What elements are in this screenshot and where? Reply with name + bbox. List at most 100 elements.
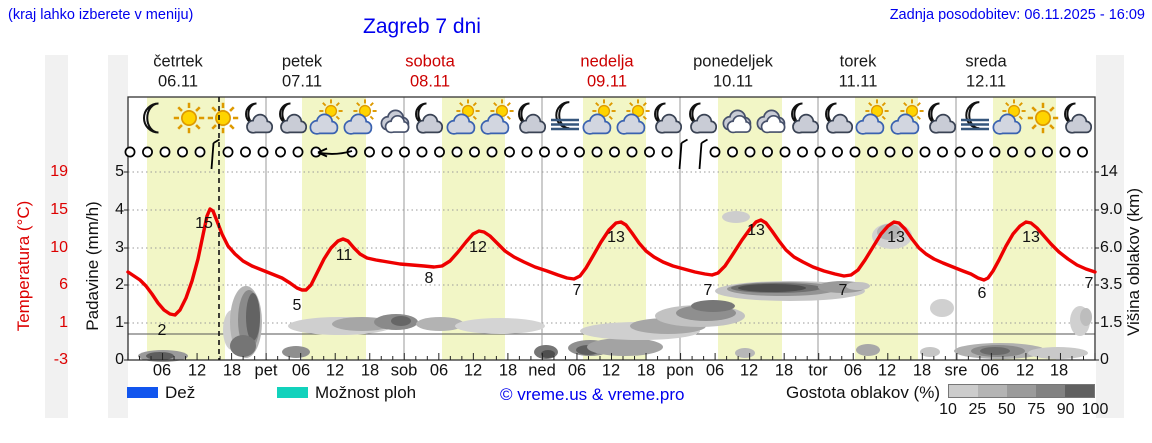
sun-icon	[173, 102, 205, 134]
wind-calm-circle	[867, 146, 878, 158]
moon-cloud-icon	[518, 102, 547, 134]
chart-shape	[215, 110, 231, 126]
wind-calm-circle	[257, 146, 269, 158]
chart-shape	[495, 104, 509, 118]
cloud-height-tick-label: 0	[1100, 351, 1109, 368]
cloud-height-tick-label: 1.5	[1100, 314, 1123, 331]
day-header-name: četrtek	[153, 52, 203, 71]
day-header-name: petek	[281, 52, 323, 71]
moon-cloud-icon	[791, 102, 820, 134]
wind-arrow-icon	[317, 147, 353, 158]
day-header-date: 12.11	[965, 72, 1007, 91]
wind-calm-circle	[661, 146, 673, 158]
day-header-name: sobota	[405, 52, 455, 71]
chart-shape	[857, 124, 883, 133]
chart-shape	[472, 102, 477, 107]
wind-calm-circle	[849, 146, 861, 158]
cloud-density-blob	[587, 338, 663, 356]
cloud-glyph	[655, 113, 683, 134]
chart-shape	[794, 124, 818, 132]
temperature-curve	[126, 207, 1097, 317]
x-tick-label: 12	[739, 361, 759, 380]
wind-calm-circle	[591, 146, 603, 158]
wind-calm-circle	[159, 146, 171, 158]
wind-barb-icon	[698, 138, 708, 170]
temp-tick-label: 15	[50, 201, 68, 218]
x-tick-label: 06	[843, 361, 863, 380]
chart-shape	[1049, 106, 1055, 112]
day-header-date: 09.11	[586, 72, 628, 91]
wind-calm-circle	[240, 146, 251, 158]
temperature-value-label: 7	[572, 282, 582, 299]
cloud-glyph	[246, 113, 274, 134]
cloud-density-scale-label: 75	[1027, 401, 1046, 418]
cloud-density-blob	[230, 335, 256, 357]
cloud-glyph	[616, 113, 646, 135]
temperature-value-label: 13	[607, 229, 625, 246]
copyright-link[interactable]: © vreme.us & vreme.pro	[500, 385, 685, 404]
cloud-density-blob	[391, 316, 411, 326]
cloud-glyph	[690, 113, 718, 134]
cloud-density-blob	[416, 317, 464, 331]
chart-shape	[905, 104, 919, 118]
sun-icon	[207, 102, 239, 134]
cloud-glyph	[416, 113, 444, 134]
temp-tick-label: 10	[50, 239, 68, 256]
sun-glyph	[592, 99, 616, 123]
chart-shape	[213, 138, 220, 144]
showers-legend-label: Možnost ploh	[315, 383, 417, 402]
cloud-glyph	[792, 113, 820, 134]
sun-cloud-icon	[855, 99, 889, 135]
chart-shape	[678, 142, 683, 170]
day-header-name: sreda	[965, 52, 1007, 71]
cloud-density-blob	[930, 299, 954, 317]
chart-shape	[177, 124, 183, 130]
sun-cloud-icon	[309, 99, 343, 135]
wind-calm-circle	[222, 146, 234, 158]
x-tick-label: 18	[222, 361, 242, 380]
wind-calm-circle	[364, 146, 375, 158]
chart-shape	[881, 115, 886, 120]
wind-calm-circle	[486, 146, 498, 158]
chart-shape	[892, 124, 918, 133]
chart-shape	[282, 124, 306, 132]
wind-calm-circle	[779, 146, 791, 158]
daylight-band	[583, 97, 646, 360]
sun-cloud-icon	[446, 99, 480, 135]
chart-shape	[482, 124, 508, 133]
cloud-density-blob	[246, 293, 260, 341]
wind-calm-circle	[954, 146, 966, 158]
chart-shape	[631, 104, 645, 118]
x-tick-label: ned	[528, 361, 556, 380]
precip-tick-label: 0	[115, 351, 124, 368]
cloud-density-scale-label: 25	[968, 401, 987, 418]
cloud-density-blob	[738, 284, 806, 292]
wind-calm-circle	[504, 146, 515, 158]
temperature-value-label: 5	[292, 297, 302, 314]
chart-shape	[881, 102, 886, 107]
moon-fog-icon	[551, 101, 579, 131]
wind-calm-circle	[1077, 146, 1088, 158]
temp-tick-label: 19	[50, 163, 68, 180]
wind-calm-circle	[744, 146, 756, 158]
chart-shape	[728, 124, 750, 132]
cloud-glyph	[280, 113, 308, 134]
temp-tick-label: 1	[59, 314, 68, 331]
cloud-density-blob	[877, 224, 901, 240]
page-title: Zagreb 7 dni	[363, 15, 481, 38]
x-tick-label: 12	[187, 361, 207, 380]
daylight-band	[993, 97, 1056, 360]
temperature-value-label: 13	[1022, 229, 1040, 246]
chart-shape	[311, 124, 337, 133]
sun-cloud-icon	[582, 99, 616, 135]
wind-calm-circle	[709, 146, 721, 158]
cloud-glyph	[582, 113, 612, 135]
x-tick-label: 06	[291, 361, 311, 380]
wind-calm-circle	[275, 146, 286, 158]
chart-shape	[418, 124, 442, 132]
temp-tick-label: 6	[59, 276, 68, 293]
cloud-glyph	[826, 113, 854, 134]
temp-axis-title: Temperatura (°C)	[14, 200, 33, 332]
sun-cloud-icon	[890, 99, 924, 135]
sun-cloud-icon	[616, 99, 650, 135]
